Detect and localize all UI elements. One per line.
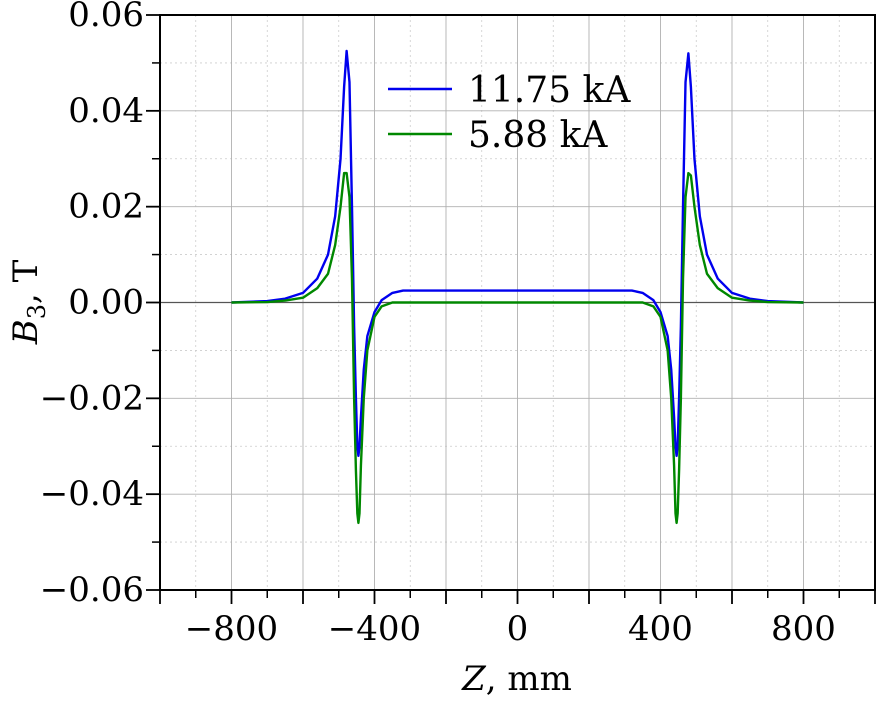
- tick-labels: −0.06 −0.04 −0.02 0.00 0.02 0.04 0.06 −800 −400 0…: [40, 0, 836, 649]
- y-tick-label: 0.04: [68, 91, 144, 131]
- y-tick-label: 0.06: [68, 0, 144, 35]
- y-tick-label: −0.02: [40, 378, 144, 418]
- y-axis-label: B3, T: [6, 259, 51, 345]
- y-tick-label: −0.04: [40, 474, 144, 514]
- y-tick-label: −0.06: [40, 570, 144, 610]
- ticks-layer: [146, 14, 876, 604]
- x-tick-label: 0: [507, 609, 529, 649]
- x-tick-label: −800: [185, 609, 278, 649]
- legend: 11.75 kA 5.88 kA: [388, 70, 631, 156]
- legend-label-series-0: 11.75 kA: [468, 70, 631, 111]
- x-tick-label: 800: [771, 609, 836, 649]
- x-tick-label: 400: [628, 609, 693, 649]
- series-layer: [231, 49, 804, 525]
- x-tick-label: −400: [328, 609, 421, 649]
- series-line-1: [231, 171, 804, 525]
- x-axis-label: Z, mm: [461, 659, 572, 699]
- legend-label-series-1: 5.88 kA: [468, 115, 608, 156]
- series-line-0: [231, 49, 804, 458]
- y-tick-label: 0.02: [68, 187, 144, 227]
- y-tick-label: 0.00: [68, 283, 144, 323]
